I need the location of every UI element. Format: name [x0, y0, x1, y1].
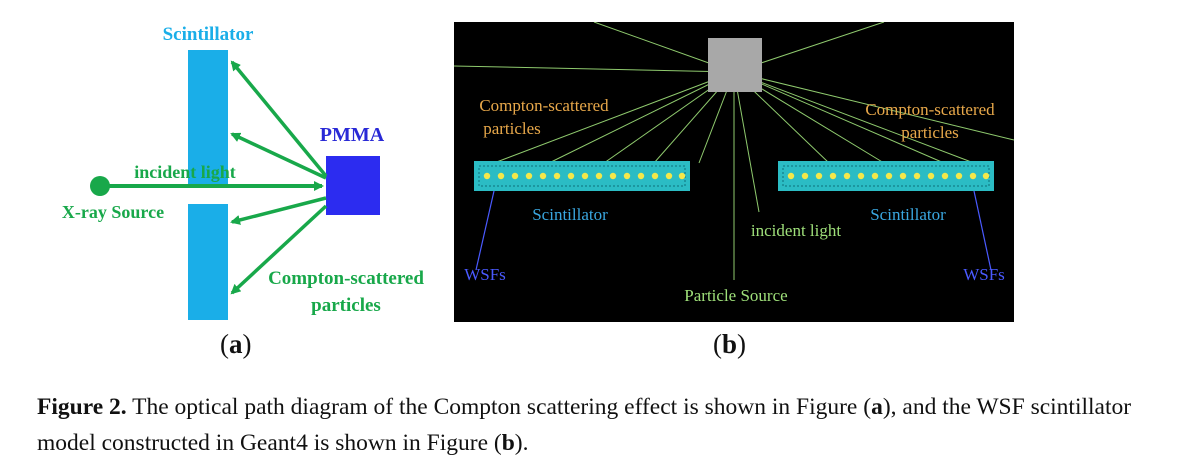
- scintillator-left-label: Scintillator: [532, 205, 608, 224]
- particle-tracks: [454, 22, 1014, 280]
- scintillator-right-label: Scintillator: [870, 205, 946, 224]
- figure-caption: Figure 2. The optical path diagram of th…: [37, 389, 1187, 461]
- caption-ref-b: b: [501, 430, 515, 456]
- wsf-fibers-right: [787, 172, 990, 180]
- wsf-fibers-left: [483, 172, 686, 180]
- compton-label-line1: Compton-scattered: [268, 268, 424, 289]
- wsfs-right-pointer: [973, 190, 992, 271]
- scintillator-bottom-bar: [188, 204, 228, 320]
- scatter-arrow-4: [230, 204, 328, 295]
- caption-ref-a: a: [871, 394, 883, 420]
- caption-text-2: ), and the WSF scintillator model constr…: [37, 394, 1132, 456]
- pmma-block-render: [708, 38, 762, 92]
- caption-text-1: The optical path diagram of the Compton …: [126, 394, 872, 420]
- scintillator-label: Scintillator: [163, 24, 254, 45]
- caption-text-3: ).: [514, 430, 529, 456]
- particle-source-label: Particle Source: [684, 286, 787, 305]
- subfigure-label-a: (a): [220, 329, 252, 359]
- compton-left-line2: particles: [483, 119, 541, 138]
- scatter-arrow-3: [230, 196, 327, 225]
- panel-a-diagram: Scintillator PMMA incident light X-ray S…: [62, 24, 424, 320]
- wsfs-right-label: WSFs: [963, 265, 1005, 284]
- scintillator-top-bar: [188, 50, 228, 188]
- subfigure-label-b: (b): [713, 329, 747, 359]
- wsfs-left-pointer: [475, 190, 495, 271]
- xray-source-label: X-ray Source: [62, 202, 164, 222]
- compton-left-line1: Compton-scattered: [479, 96, 609, 115]
- pmma-label: PMMA: [320, 124, 385, 146]
- caption-label: Figure 2.: [37, 394, 127, 420]
- compton-label-line2: particles: [311, 295, 381, 316]
- scatter-arrow-2: [230, 132, 327, 180]
- wsfs-left-label: WSFs: [464, 265, 506, 284]
- pmma-block: [326, 156, 380, 215]
- compton-right-line2: particles: [901, 123, 959, 142]
- incident-light-label: incident light: [134, 162, 236, 182]
- compton-right-line1: Compton-scattered: [865, 100, 995, 119]
- incident-light-label-b: incident light: [751, 221, 841, 240]
- panel-b-geant4-render: Compton-scattered particles Compton-scat…: [454, 22, 1014, 322]
- scatter-arrow-1: [230, 60, 328, 178]
